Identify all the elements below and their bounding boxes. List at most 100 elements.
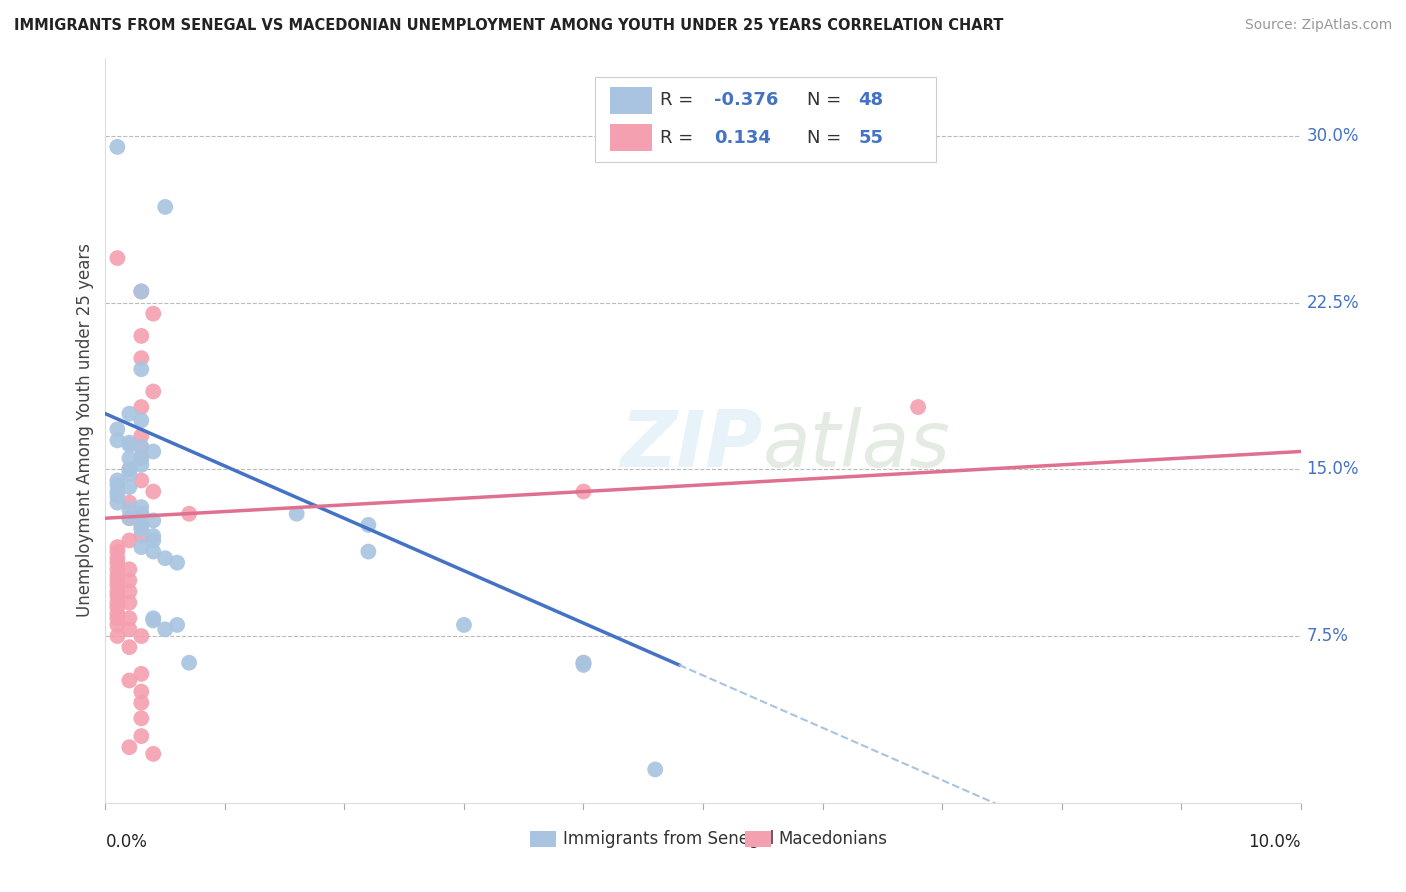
Point [129,329,153,343]
Point [572,656,595,670]
Point [155,200,177,214]
Point [107,596,129,610]
Text: R =: R = [659,128,704,146]
Point [129,440,153,454]
Point [142,307,165,321]
Text: 55: 55 [858,128,883,146]
Point [177,656,201,670]
Point [107,600,129,615]
Point [107,551,129,566]
Point [129,474,153,488]
Point [453,618,475,632]
Point [572,657,595,672]
Point [118,640,141,655]
Point [107,574,129,588]
Point [107,540,129,554]
Point [107,484,129,499]
Text: 15.0%: 15.0% [1306,460,1360,478]
Text: 48: 48 [858,92,883,110]
Point [129,507,153,521]
Text: 22.5%: 22.5% [1306,293,1360,311]
Point [107,422,129,436]
Point [129,729,153,743]
Point [107,569,129,583]
Point [129,517,153,532]
Point [118,435,141,450]
Point [129,540,153,554]
Text: Source: ZipAtlas.com: Source: ZipAtlas.com [1244,18,1392,32]
Point [129,522,153,536]
Point [107,496,129,510]
Text: ZIP: ZIP [620,408,762,483]
Point [177,507,201,521]
Point [166,556,188,570]
Point [107,578,129,592]
Point [142,529,165,543]
Point [107,478,129,492]
Point [118,533,141,548]
Point [118,467,141,481]
Point [129,351,153,365]
Point [118,511,141,525]
Point [129,440,153,454]
Point [129,517,153,532]
Point [166,618,188,632]
Bar [530,831,555,847]
Point [572,656,595,670]
Point [644,763,666,777]
Point [142,533,165,548]
Point [129,285,153,299]
Point [129,684,153,698]
Point [107,618,129,632]
Text: atlas: atlas [762,408,950,483]
Point [129,711,153,725]
Point [142,484,165,499]
Y-axis label: Unemployment Among Youth under 25 years: Unemployment Among Youth under 25 years [76,244,94,617]
Point [129,666,153,681]
Bar [745,831,770,847]
Point [142,544,165,558]
Point [142,611,165,625]
Point [142,444,165,458]
Point [107,474,129,488]
Point [118,438,141,452]
Point [107,584,129,599]
Point [142,614,165,628]
Point [118,611,141,625]
Point [129,451,153,466]
Text: 7.5%: 7.5% [1306,627,1348,645]
Text: IMMIGRANTS FROM SENEGAL VS MACEDONIAN UNEMPLOYMENT AMONG YOUTH UNDER 25 YEARS CO: IMMIGRANTS FROM SENEGAL VS MACEDONIAN UN… [14,18,1004,33]
Text: 0.0%: 0.0% [105,832,148,851]
Point [107,544,129,558]
Point [118,673,141,688]
Point [118,480,141,494]
Point [155,551,177,566]
Point [129,629,153,643]
Point [118,407,141,421]
Point [118,740,141,755]
Point [129,429,153,443]
Point [107,434,129,448]
Point [118,596,141,610]
Text: -0.376: -0.376 [714,92,778,110]
Text: Immigrants from Senegal: Immigrants from Senegal [564,830,775,848]
Point [129,413,153,427]
Point [129,458,153,472]
Text: 10.0%: 10.0% [1249,832,1301,851]
Point [357,544,380,558]
Point [155,623,177,637]
Point [107,556,129,570]
Point [107,251,129,265]
Text: R =: R = [659,92,699,110]
Point [107,629,129,643]
Text: N =: N = [807,128,846,146]
Point [118,511,141,525]
Point [129,451,153,466]
Point [118,496,141,510]
Point [129,400,153,414]
Point [142,513,165,527]
Point [129,362,153,376]
Point [907,400,929,414]
Point [357,517,380,532]
Text: 30.0%: 30.0% [1306,127,1360,145]
